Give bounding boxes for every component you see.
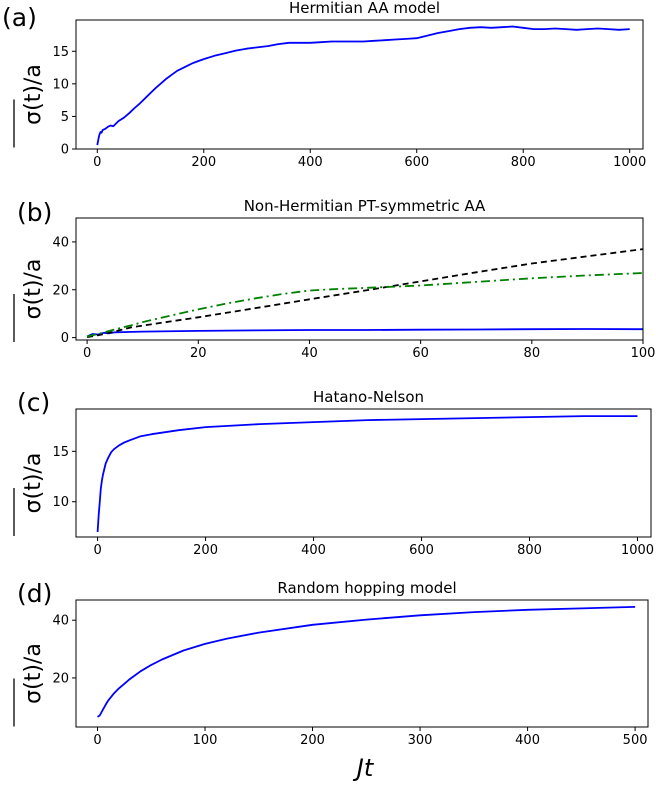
series-line-1	[96, 415, 638, 533]
x-tick-label: 0	[93, 543, 101, 558]
y-tick-label: 40	[52, 614, 69, 629]
series-line-2	[86, 248, 643, 338]
panel-label: (d)	[17, 579, 52, 608]
axes-frame	[75, 217, 644, 341]
x-tick-label: 200	[191, 155, 216, 170]
y-axis-label: σ(t)/a	[21, 453, 46, 514]
x-tick-label: 20	[190, 346, 207, 361]
y-tick-label: 20	[52, 671, 69, 686]
y-axis-label: σ(t)/a	[21, 259, 46, 320]
series-line-1	[86, 328, 643, 338]
axes-frame	[75, 599, 649, 728]
x-tick-label: 400	[301, 543, 326, 558]
axes-frame	[75, 408, 652, 538]
chart-title: Hermitian AA model	[289, 0, 440, 17]
series-line-3	[86, 272, 643, 338]
y-tick-label: 15	[52, 445, 69, 460]
panel-label: (b)	[17, 198, 52, 227]
x-axis-label: Jt	[353, 754, 375, 782]
y-axis-label: σ(t)/a	[21, 64, 46, 125]
x-tick-label: 1000	[613, 155, 646, 170]
panel-c: (c) Hatano-Nelson 0 200 400 600 800 1000 10 15 σ(t…	[13, 388, 654, 558]
x-tick-label: 40	[301, 346, 318, 361]
x-tick-label: 0	[83, 346, 91, 361]
chart-title: Non-Hermitian PT-symmetric AA	[244, 197, 486, 215]
x-tick-label: 0	[93, 733, 101, 748]
y-tick-label: 40	[52, 235, 69, 250]
panel-label: (c)	[17, 388, 50, 417]
x-tick-label: 300	[408, 733, 433, 748]
axes-frame	[75, 19, 644, 150]
x-tick-label: 200	[193, 543, 218, 558]
x-tick-label: 400	[298, 155, 323, 170]
x-tick-label: 0	[93, 155, 101, 170]
panel-b: (b) Non-Hermitian PT-symmetric AA 0 20 40 60 8…	[13, 197, 656, 361]
x-tick-label: 600	[409, 543, 434, 558]
panel-label: (a)	[2, 3, 37, 32]
y-tick-label: 20	[52, 283, 69, 298]
x-tick-label: 600	[404, 155, 429, 170]
y-tick-label: 15	[52, 45, 69, 60]
panel-a: (a) Hermitian AA model 0 200 400 600 800 1000 0 5…	[2, 0, 646, 170]
panel-d: (d) Random hopping model 0 100 200 300 400 500 2…	[13, 579, 649, 748]
y-tick-label: 0	[61, 143, 69, 158]
y-tick-label: 5	[61, 110, 69, 125]
chart-title: Hatano-Nelson	[313, 388, 424, 406]
x-tick-label: 100	[631, 346, 656, 361]
x-tick-label: 200	[300, 733, 325, 748]
series-line-1	[96, 25, 630, 146]
x-tick-label: 1000	[621, 543, 654, 558]
y-tick-label: 10	[52, 77, 69, 92]
x-tick-label: 400	[515, 733, 540, 748]
y-axis-label: σ(t)/a	[21, 643, 46, 704]
y-tick-label: 10	[52, 495, 69, 510]
chart-title: Random hopping model	[277, 579, 456, 597]
series-line-1	[97, 606, 636, 718]
x-tick-label: 800	[517, 543, 542, 558]
x-tick-label: 60	[412, 346, 429, 361]
x-tick-label: 500	[623, 733, 648, 748]
x-tick-label: 100	[193, 733, 218, 748]
x-tick-label: 800	[511, 155, 536, 170]
y-tick-label: 0	[61, 331, 69, 346]
x-tick-label: 80	[524, 346, 541, 361]
